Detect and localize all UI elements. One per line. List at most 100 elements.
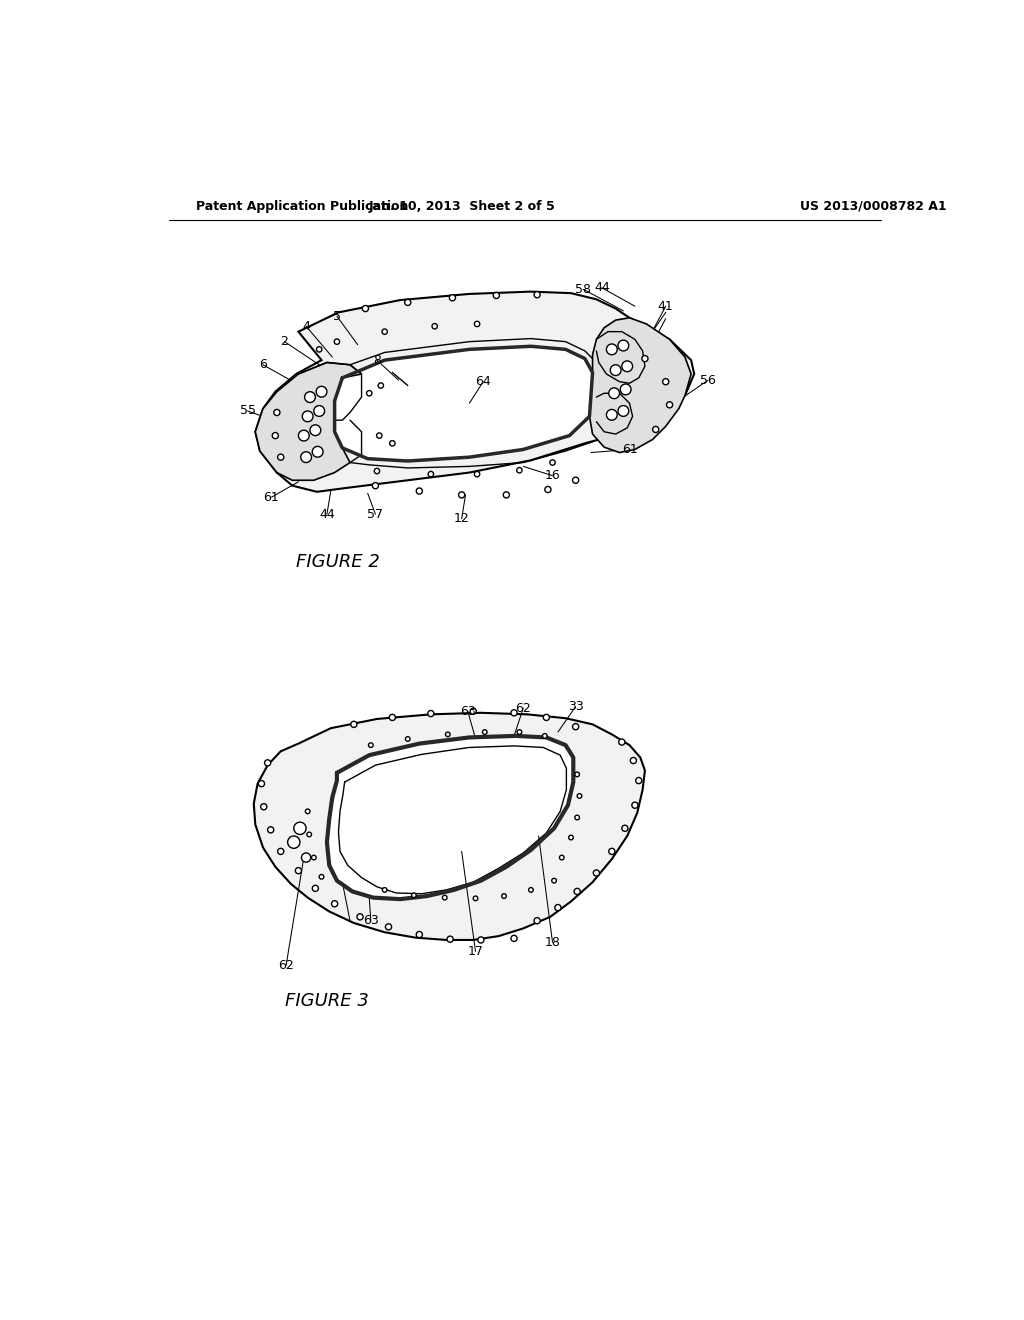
Circle shape [369,743,373,747]
Text: Jan. 10, 2013  Sheet 2 of 5: Jan. 10, 2013 Sheet 2 of 5 [369,199,555,213]
Circle shape [667,401,673,408]
Circle shape [528,887,534,892]
Circle shape [502,894,506,899]
Circle shape [312,446,323,457]
Circle shape [373,483,379,488]
Circle shape [550,459,555,465]
Text: 64: 64 [475,375,492,388]
Circle shape [555,904,561,911]
Circle shape [301,451,311,462]
Text: FIGURE 3: FIGURE 3 [285,991,369,1010]
Circle shape [618,739,625,744]
Circle shape [294,822,306,834]
Text: 63: 63 [460,705,476,718]
Circle shape [617,405,629,416]
Text: 8: 8 [373,354,381,367]
Text: 57: 57 [368,508,383,520]
Text: 18: 18 [545,936,560,949]
Text: 63: 63 [362,915,379,927]
Text: 56: 56 [700,374,716,387]
Circle shape [478,937,484,942]
Circle shape [258,780,264,787]
Circle shape [302,411,313,422]
Text: 55: 55 [240,404,256,417]
Circle shape [316,387,327,397]
Circle shape [432,323,437,329]
Circle shape [264,760,270,766]
Text: Patent Application Publication: Patent Application Publication [196,199,409,213]
Circle shape [474,471,480,477]
Circle shape [301,853,310,862]
Circle shape [559,855,564,859]
Circle shape [470,708,476,714]
Circle shape [311,855,316,859]
Circle shape [319,875,324,879]
Circle shape [535,917,541,924]
Circle shape [313,405,325,416]
Circle shape [278,849,284,854]
Circle shape [636,777,642,784]
Circle shape [304,392,315,403]
Circle shape [574,816,580,820]
Circle shape [568,836,573,840]
Circle shape [572,477,579,483]
Circle shape [295,867,301,874]
Circle shape [450,294,456,301]
Circle shape [632,803,638,808]
Circle shape [517,467,522,473]
Circle shape [312,886,318,891]
Circle shape [273,409,280,416]
Circle shape [544,714,550,721]
Text: 16: 16 [545,469,560,482]
Circle shape [377,433,382,438]
Text: 33: 33 [567,700,584,713]
Circle shape [367,391,372,396]
Text: 44: 44 [319,508,335,520]
Circle shape [621,384,631,395]
Circle shape [574,888,581,895]
Polygon shape [335,346,593,461]
Circle shape [278,454,284,461]
Circle shape [406,737,410,742]
Circle shape [574,772,580,776]
Circle shape [474,321,480,326]
Circle shape [617,341,629,351]
Circle shape [552,878,556,883]
Text: 61: 61 [263,491,280,504]
Circle shape [334,339,340,345]
Circle shape [535,292,541,298]
Circle shape [382,329,387,334]
Polygon shape [327,737,573,899]
Circle shape [385,924,391,929]
Circle shape [428,471,433,477]
Circle shape [572,723,579,730]
Circle shape [351,721,357,727]
Circle shape [416,488,422,494]
Circle shape [307,832,311,837]
Text: 6: 6 [259,358,267,371]
Circle shape [362,305,369,312]
Circle shape [622,825,628,832]
Circle shape [622,360,633,372]
Circle shape [608,388,620,399]
Circle shape [442,895,447,900]
Circle shape [261,804,267,809]
Circle shape [357,913,364,920]
Circle shape [663,379,669,385]
Polygon shape [255,363,361,480]
Circle shape [332,900,338,907]
Text: 17: 17 [468,945,483,958]
Circle shape [445,733,451,737]
Circle shape [416,932,422,937]
Text: 44: 44 [594,281,609,294]
Circle shape [459,492,465,498]
Circle shape [316,347,322,352]
Polygon shape [590,318,691,453]
Circle shape [511,936,517,941]
Circle shape [503,492,509,498]
Circle shape [310,425,321,436]
Text: 58: 58 [575,282,591,296]
Circle shape [517,730,521,734]
Circle shape [272,433,279,438]
Text: FIGURE 2: FIGURE 2 [296,553,380,570]
